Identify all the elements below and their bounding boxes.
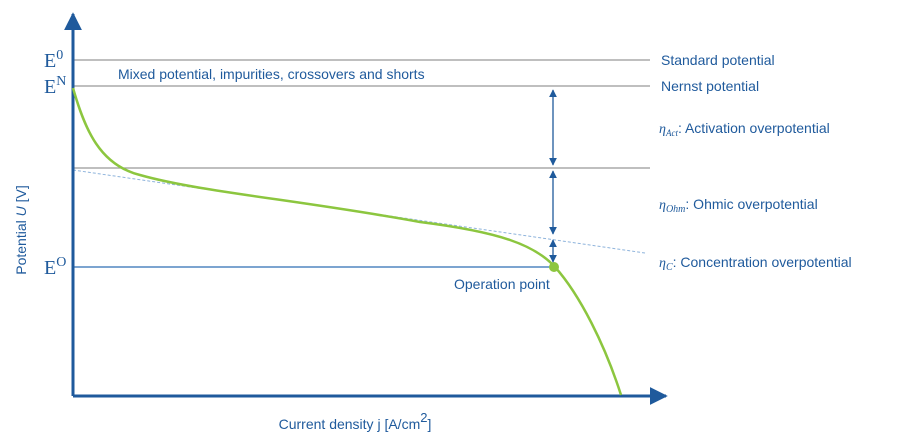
text-part: η: [659, 198, 666, 213]
text-part: E: [44, 50, 56, 72]
operation-point: [549, 262, 559, 272]
text-part: N: [56, 74, 66, 89]
text-part: 0: [56, 48, 63, 63]
ohmic-label: ηOhm: Ohmic overpotential: [659, 196, 818, 215]
text-part: E: [44, 257, 56, 279]
text-part: ]: [427, 416, 431, 432]
note: Mixed potential, impurities, crossovers …: [118, 66, 425, 82]
text-part: U: [13, 205, 29, 216]
text-part: [V]: [13, 185, 29, 206]
text-part: Potential: [13, 216, 29, 274]
operation-label: Operation point: [454, 276, 550, 292]
text-part: C: [666, 262, 673, 273]
concentration-label: ηC: Concentration overpotential: [659, 254, 852, 273]
text-part: E: [44, 76, 56, 98]
text-part: O: [56, 255, 66, 270]
text-part: η: [659, 122, 666, 137]
text-part: Act: [665, 128, 678, 138]
eo-label: EO: [44, 255, 66, 279]
activation-label: ηAct: Activation overpotential: [659, 120, 830, 138]
text-part: Ohm: [666, 204, 685, 215]
x-axis-label: Current density j [A/cm2]: [279, 410, 432, 432]
text-part: η: [659, 256, 666, 271]
text-part: : Concentration overpotential: [673, 254, 852, 270]
polarization-curve: [71, 87, 623, 396]
text-part: Current density j [A/cm: [279, 416, 421, 432]
nernst-label: Nernst potential: [661, 78, 759, 94]
e0-label: E0: [44, 48, 63, 72]
standard-label: Standard potential: [661, 52, 775, 68]
text-part: : Ohmic overpotential: [685, 196, 817, 212]
text-part: 2: [420, 410, 427, 425]
text-part: : Activation overpotential: [678, 120, 830, 136]
ohmic-line: [72, 169, 646, 254]
en-label: EN: [44, 74, 66, 98]
y-axis-label: Potential U [V]: [13, 185, 29, 275]
